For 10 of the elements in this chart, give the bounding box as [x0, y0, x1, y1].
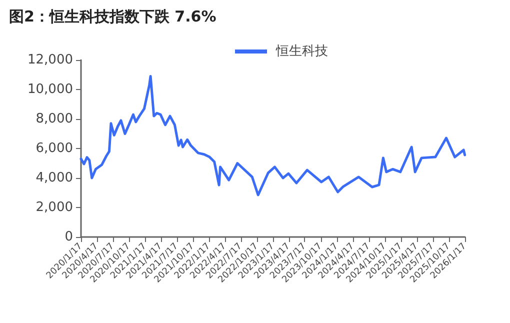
y-tick-label: 8,000: [36, 112, 73, 126]
y-tick-label: 2,000: [36, 200, 73, 215]
y-tick-label: 0: [64, 230, 73, 244]
y-tick-label: 6,000: [36, 141, 73, 156]
y-tick-label: 4,000: [36, 170, 73, 186]
line-series: [80, 74, 466, 196]
y-tick-label: 10,000: [28, 82, 73, 97]
chart-title: 图2：恒生科技指数下跌 7.6%: [9, 8, 216, 26]
y-tick-label: 12,000: [28, 52, 73, 68]
legend-label: 恒生科技: [275, 44, 328, 59]
